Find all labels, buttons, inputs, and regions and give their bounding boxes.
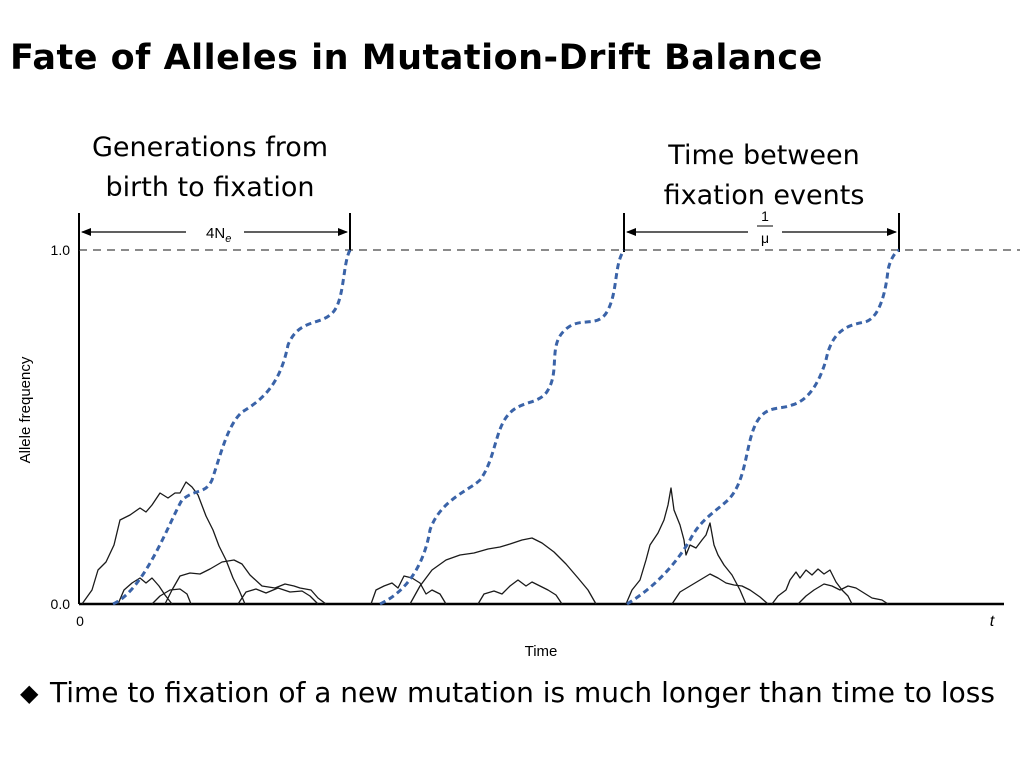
lost-allele-trajectory xyxy=(771,568,853,605)
callout-generations-to-fixation: Generations from birth to fixation xyxy=(60,128,360,208)
fixing-trajectories xyxy=(112,248,900,606)
fixing-allele-trajectory-1 xyxy=(112,249,352,606)
y-tick-0: 0.0 xyxy=(51,596,71,612)
lost-allele-trajectory xyxy=(671,573,769,605)
allele-frequency-diagram: 1.0 0.0 0 t Time Allele frequency 4Ne 1 … xyxy=(17,208,1020,660)
callout-left-line-2: birth to fixation xyxy=(105,172,315,203)
x-tick-0: 0 xyxy=(76,613,84,629)
fixing-allele-trajectory-2 xyxy=(379,249,626,606)
bullet-point: ◆ Time to fixation of a new mutation is … xyxy=(20,672,1010,714)
lost-allele-trajectory xyxy=(117,577,173,605)
lost-allele-trajectory xyxy=(164,559,327,605)
slide-title: Fate of Alleles in Mutation-Drift Balanc… xyxy=(10,38,823,78)
lost-allele-trajectory xyxy=(797,583,889,605)
lost-trajectories-cluster-2 xyxy=(370,537,597,605)
callout-left-line-1: Generations from xyxy=(91,132,329,163)
interval-label-numerator: 1 xyxy=(761,208,769,224)
interval-label-4ne: 4Ne xyxy=(206,225,231,245)
lost-allele-trajectory xyxy=(477,579,563,605)
bullet-text: Time to fixation of a new mutation is mu… xyxy=(50,676,995,709)
lost-allele-trajectory xyxy=(151,588,192,605)
x-axis-label: Time xyxy=(525,643,558,660)
lost-allele-trajectory xyxy=(409,537,597,605)
fixing-allele-trajectory-3 xyxy=(626,248,900,606)
callout-right-line-1: Time between xyxy=(668,140,860,171)
interval-label-denominator: μ xyxy=(761,230,769,246)
callout-time-between-fixations: Time between fixation events xyxy=(614,136,914,216)
lost-trajectories-cluster-1 xyxy=(81,481,327,605)
lost-trajectories-cluster-3 xyxy=(625,487,889,605)
lost-allele-trajectory xyxy=(81,481,246,605)
callout-right-line-2: fixation events xyxy=(663,180,865,211)
lost-allele-trajectory xyxy=(370,575,447,605)
y-axis-label: Allele frequency xyxy=(17,356,34,463)
lost-allele-trajectory xyxy=(237,587,319,605)
bullet-diamond-icon: ◆ xyxy=(20,679,39,707)
x-tick-t: t xyxy=(990,613,995,630)
y-tick-1: 1.0 xyxy=(51,242,71,258)
